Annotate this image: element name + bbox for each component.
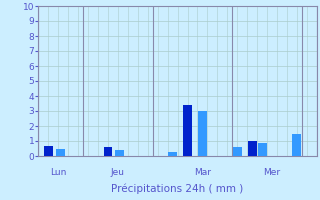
Text: Jeu: Jeu — [111, 168, 125, 177]
Bar — [168, 152, 177, 156]
Text: Lun: Lun — [50, 168, 67, 177]
Bar — [116, 150, 124, 156]
Bar — [198, 111, 207, 156]
Bar — [233, 147, 242, 156]
Bar — [248, 141, 257, 156]
Text: Mer: Mer — [263, 168, 281, 177]
Bar — [292, 134, 301, 156]
Text: Mar: Mar — [194, 168, 211, 177]
Text: Précipitations 24h ( mm ): Précipitations 24h ( mm ) — [111, 183, 244, 194]
Bar — [104, 147, 112, 156]
Bar — [56, 148, 65, 156]
Bar — [183, 105, 192, 156]
Bar — [44, 146, 53, 156]
Bar — [258, 142, 267, 156]
